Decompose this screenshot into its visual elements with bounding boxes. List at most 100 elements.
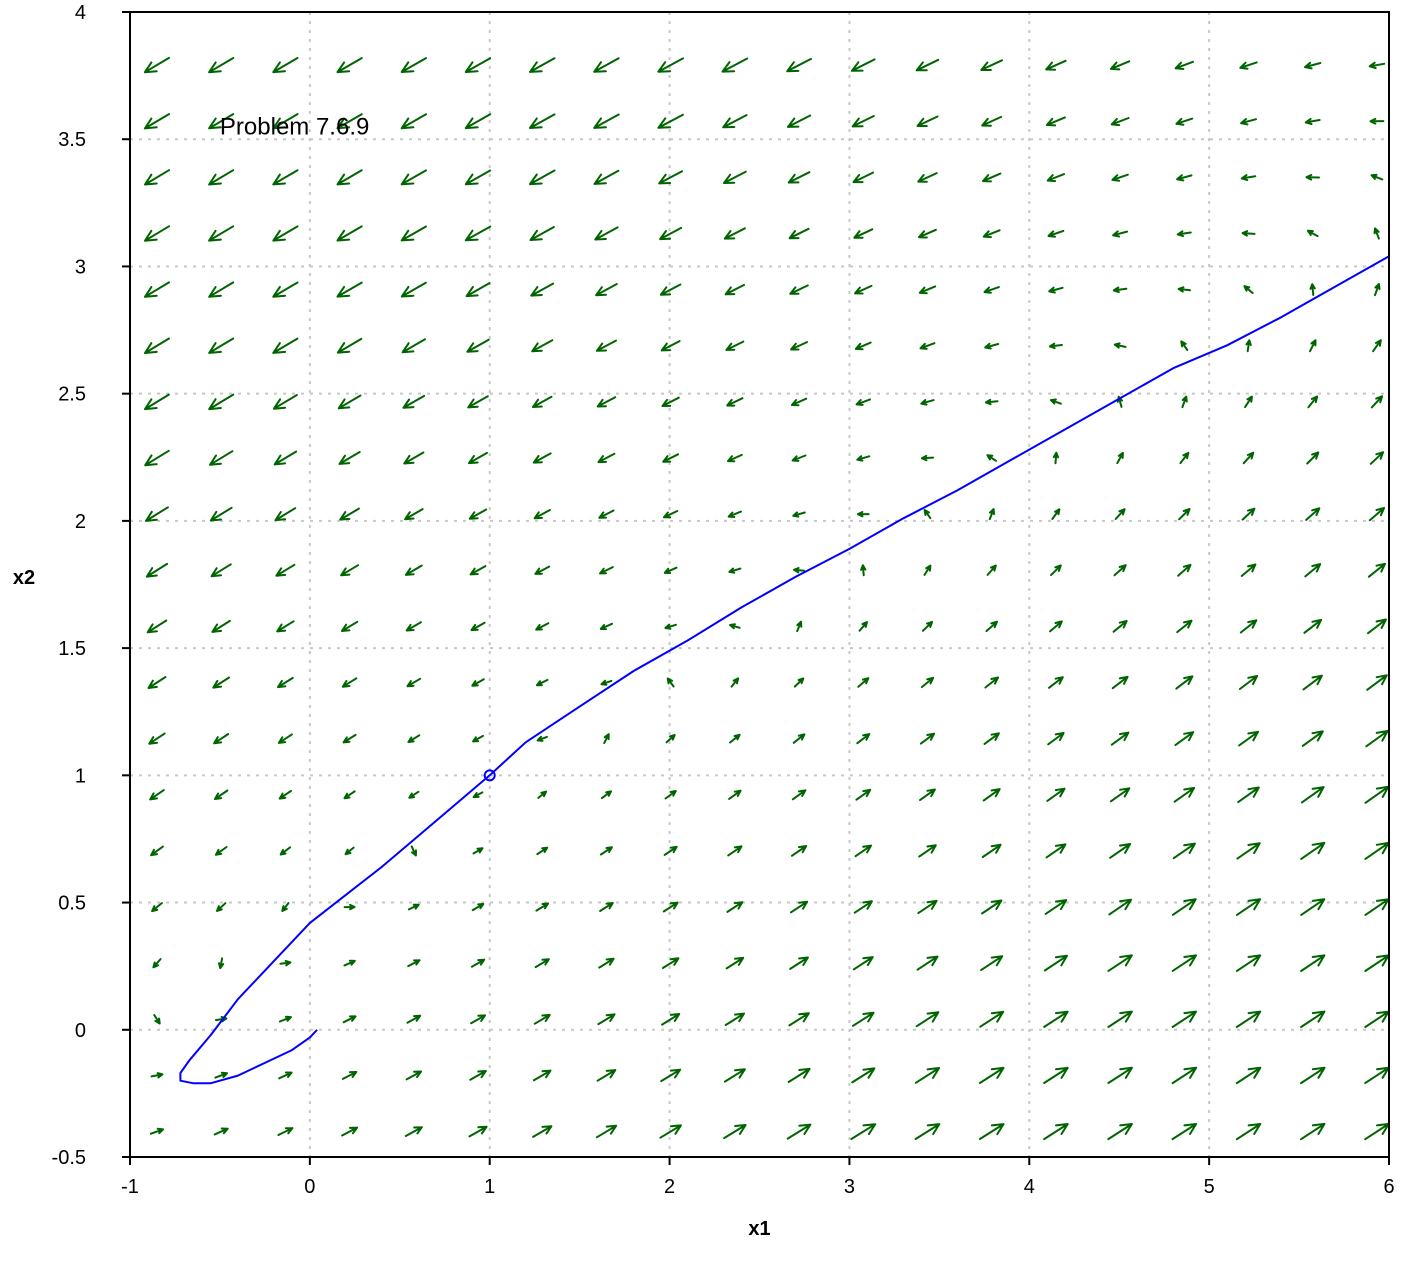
field-arrow <box>410 845 417 857</box>
field-arrow <box>144 337 170 354</box>
y-tick-label: 0 <box>75 1020 86 1042</box>
field-arrow <box>339 507 360 521</box>
field-arrow <box>464 113 492 130</box>
field-arrow <box>277 733 293 744</box>
field-arrow <box>981 843 1002 858</box>
field-arrow <box>343 790 356 800</box>
field-arrow <box>536 735 548 742</box>
field-arrow <box>405 1070 422 1081</box>
field-arrow <box>788 1012 810 1027</box>
field-arrow <box>210 563 232 578</box>
field-arrow <box>1372 339 1382 353</box>
field-arrow <box>1373 227 1380 240</box>
field-arrow <box>272 394 298 410</box>
field-arrow <box>858 621 868 632</box>
field-arrow <box>467 395 489 409</box>
field-arrow <box>1303 618 1323 634</box>
field-arrow <box>594 226 619 241</box>
field-arrow <box>856 455 871 462</box>
y-tick-label: 1.5 <box>58 638 86 660</box>
field-arrow <box>919 342 936 350</box>
field-arrow <box>723 227 746 240</box>
field-arrow <box>1181 395 1188 409</box>
field-arrow <box>1049 620 1063 633</box>
field-arrow <box>471 678 485 687</box>
field-arrow <box>468 1125 488 1138</box>
field-arrow <box>664 623 677 630</box>
field-arrow <box>984 676 999 689</box>
field-arrow <box>982 229 1001 239</box>
x-tick-label: 3 <box>844 1176 855 1198</box>
field-arrow <box>593 57 620 73</box>
field-arrow <box>1240 118 1257 126</box>
x-tick-label: 0 <box>304 1176 315 1198</box>
y-tick-label: 3.5 <box>58 129 86 151</box>
field-arrow <box>923 509 932 520</box>
field-arrow <box>400 169 427 186</box>
grid-lines <box>130 12 1389 1157</box>
field-arrow <box>144 449 170 467</box>
field-arrow <box>1370 173 1384 181</box>
field-arrow <box>593 113 620 129</box>
field-arrow <box>1364 785 1390 804</box>
field-arrow <box>464 225 492 242</box>
field-arrow <box>791 789 807 801</box>
field-arrow <box>401 338 426 354</box>
field-arrow <box>1300 1010 1326 1028</box>
field-arrow <box>663 845 678 856</box>
field-arrow <box>981 899 1003 915</box>
field-arrow <box>729 623 741 630</box>
field-arrow <box>404 508 424 521</box>
field-arrow <box>1235 898 1262 916</box>
field-arrow <box>1174 60 1194 70</box>
field-arrow <box>1369 117 1385 125</box>
field-arrow <box>1236 842 1261 860</box>
field-arrow <box>727 845 743 857</box>
field-arrow <box>470 621 486 632</box>
field-arrow <box>275 563 296 577</box>
field-arrow <box>342 1015 357 1024</box>
field-arrow <box>336 337 363 354</box>
field-arrow <box>1043 954 1068 972</box>
field-arrow <box>985 620 998 633</box>
field-arrow <box>472 734 484 743</box>
field-arrow <box>1177 563 1192 577</box>
field-arrow <box>1243 285 1254 294</box>
field-arrow <box>1300 786 1325 804</box>
field-arrow <box>595 339 617 352</box>
field-arrow <box>1175 117 1194 126</box>
field-arrow <box>1364 1010 1390 1028</box>
field-arrow <box>337 394 362 410</box>
y-tick-label: -0.5 <box>52 1147 86 1169</box>
field-arrow <box>464 169 492 186</box>
field-arrow <box>532 1125 553 1138</box>
field-arrow <box>212 676 231 689</box>
field-arrow <box>983 286 1000 294</box>
field-arrow <box>1112 230 1129 238</box>
field-arrow <box>208 393 235 411</box>
field-arrow <box>532 452 552 464</box>
field-arrow <box>1043 1123 1069 1141</box>
field-arrow <box>272 113 299 130</box>
field-arrow <box>1244 395 1253 409</box>
field-arrow <box>917 172 938 183</box>
field-arrow <box>1046 173 1066 183</box>
field-arrow <box>850 1123 877 1140</box>
field-arrow <box>1239 619 1258 634</box>
field-arrow <box>1305 507 1321 521</box>
field-arrow <box>595 1124 618 1139</box>
field-arrow <box>1300 1066 1326 1085</box>
field-arrow <box>1239 61 1258 70</box>
field-arrow <box>214 1071 228 1079</box>
field-arrow <box>1309 339 1317 353</box>
y-tick-label: 0.5 <box>58 893 86 915</box>
field-arrow <box>400 113 427 130</box>
field-arrow <box>980 955 1004 972</box>
field-arrow <box>660 340 681 352</box>
x-tick-label: 6 <box>1383 1176 1394 1198</box>
field-arrow <box>854 844 872 858</box>
field-arrow <box>660 1068 682 1083</box>
field-arrow <box>599 622 613 631</box>
field-arrow <box>151 902 163 913</box>
field-arrow <box>472 847 484 855</box>
